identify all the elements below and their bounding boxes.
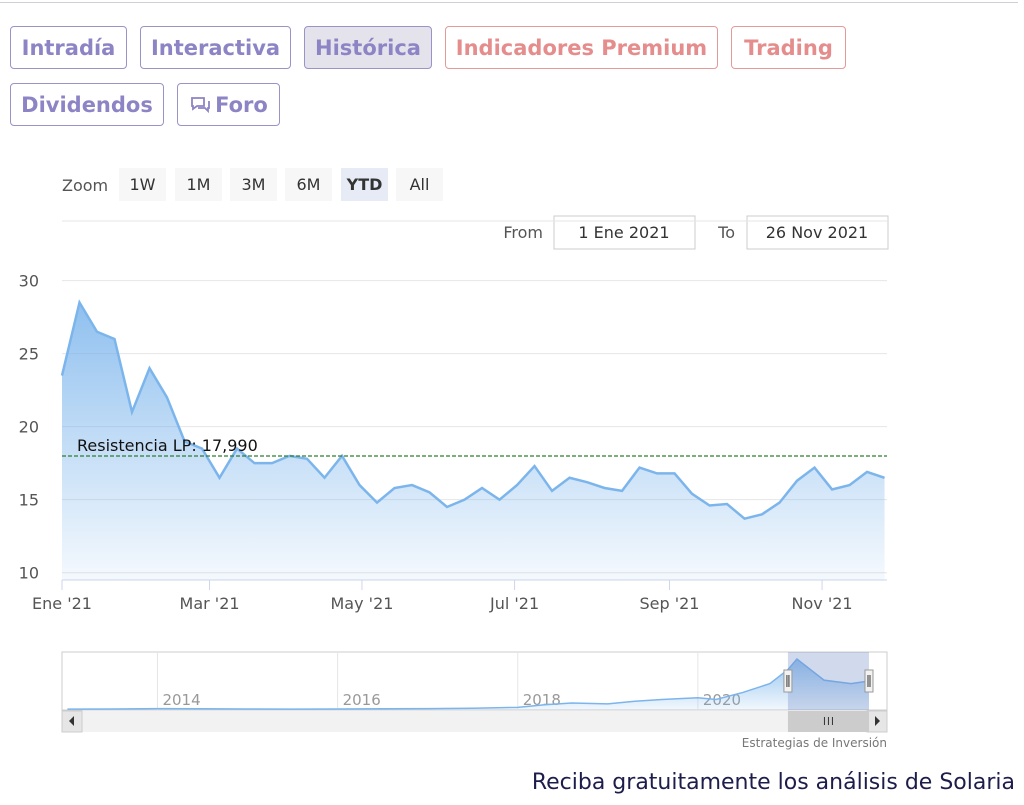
- tab[interactable]: Dividendos: [10, 83, 164, 126]
- to-input[interactable]: [746, 215, 889, 250]
- forum-icon: [191, 96, 211, 113]
- tab[interactable]: Interactiva: [140, 26, 291, 69]
- x-tick-label: Nov '21: [792, 594, 853, 613]
- to-value: 26 Nov 2021: [766, 223, 868, 242]
- arrow-right: [875, 716, 880, 726]
- zoom-button[interactable]: [119, 168, 166, 201]
- tab[interactable]: Intradía: [10, 26, 127, 69]
- tab-label: Foro: [215, 92, 268, 117]
- navigator-label: 2018: [523, 691, 561, 709]
- footer-text: Reciba gratuitamente los análisis de Sol…: [532, 770, 1015, 795]
- from-label: From: [503, 223, 543, 242]
- thumb-grip: [823, 717, 833, 725]
- tab[interactable]: Indicadores Premium: [445, 26, 718, 69]
- price-line: [60, 299, 885, 521]
- zoom-button[interactable]: [285, 168, 332, 201]
- y-tick-label: 20: [19, 418, 39, 437]
- annotation: Resistencia LP: 17,990: [77, 436, 258, 455]
- zoom-button-label: 1M: [187, 175, 211, 194]
- zoom-button[interactable]: [175, 168, 222, 201]
- to-label: To: [717, 223, 735, 242]
- top-border: [0, 2, 1018, 3]
- zoom-button-label: YTD: [346, 175, 383, 194]
- credits: Estrategias de Inversión: [742, 736, 887, 750]
- navigator-area: [67, 659, 869, 710]
- navigator-handle[interactable]: [864, 669, 874, 693]
- scroll-right[interactable]: [866, 710, 888, 733]
- arrow-left: [69, 716, 74, 726]
- navigator-handle[interactable]: [783, 669, 793, 693]
- scrollbar-thumb: [787, 711, 869, 732]
- navigator-line: [67, 657, 870, 710]
- x-tick-label: Ene '21: [32, 594, 92, 613]
- scroll-left[interactable]: [61, 710, 83, 733]
- y-tick-label: 10: [19, 564, 39, 583]
- zoom-label: Zoom: [62, 176, 108, 195]
- navigator-label: 2016: [343, 691, 381, 709]
- x-tick-label: Mar '21: [180, 594, 240, 613]
- y-tick-label: 25: [19, 345, 39, 364]
- zoom-button[interactable]: [341, 168, 388, 201]
- tab[interactable]: Histórica: [304, 26, 432, 69]
- handle-grip: [786, 675, 790, 687]
- x-tick-label: Jul '21: [489, 594, 539, 613]
- zoom-button[interactable]: [396, 168, 443, 201]
- scrollbar-track: [62, 711, 887, 732]
- zoom-button-label: 3M: [242, 175, 266, 194]
- zoom-button-label: 1W: [130, 175, 156, 194]
- navigator-label: 2020: [703, 691, 741, 709]
- navigator-frame: [61, 651, 888, 711]
- handle-grip: [867, 675, 871, 687]
- navigator-mask: [787, 652, 869, 710]
- y-tick-label: 30: [19, 272, 39, 291]
- from-input[interactable]: [553, 215, 696, 250]
- zoom-button[interactable]: [230, 168, 277, 201]
- zoom-button-label: All: [410, 175, 430, 194]
- tab[interactable]: Trading: [731, 26, 846, 69]
- zoom-button-label: 6M: [297, 175, 321, 194]
- y-tick-label: 15: [19, 491, 39, 510]
- from-value: 1 Ene 2021: [578, 223, 669, 242]
- tab[interactable]: Foro: [177, 83, 280, 126]
- x-tick-label: Sep '21: [639, 594, 699, 613]
- area-fill: [62, 302, 885, 580]
- x-tick-label: May '21: [331, 594, 394, 613]
- navigator-label: 2014: [162, 691, 200, 709]
